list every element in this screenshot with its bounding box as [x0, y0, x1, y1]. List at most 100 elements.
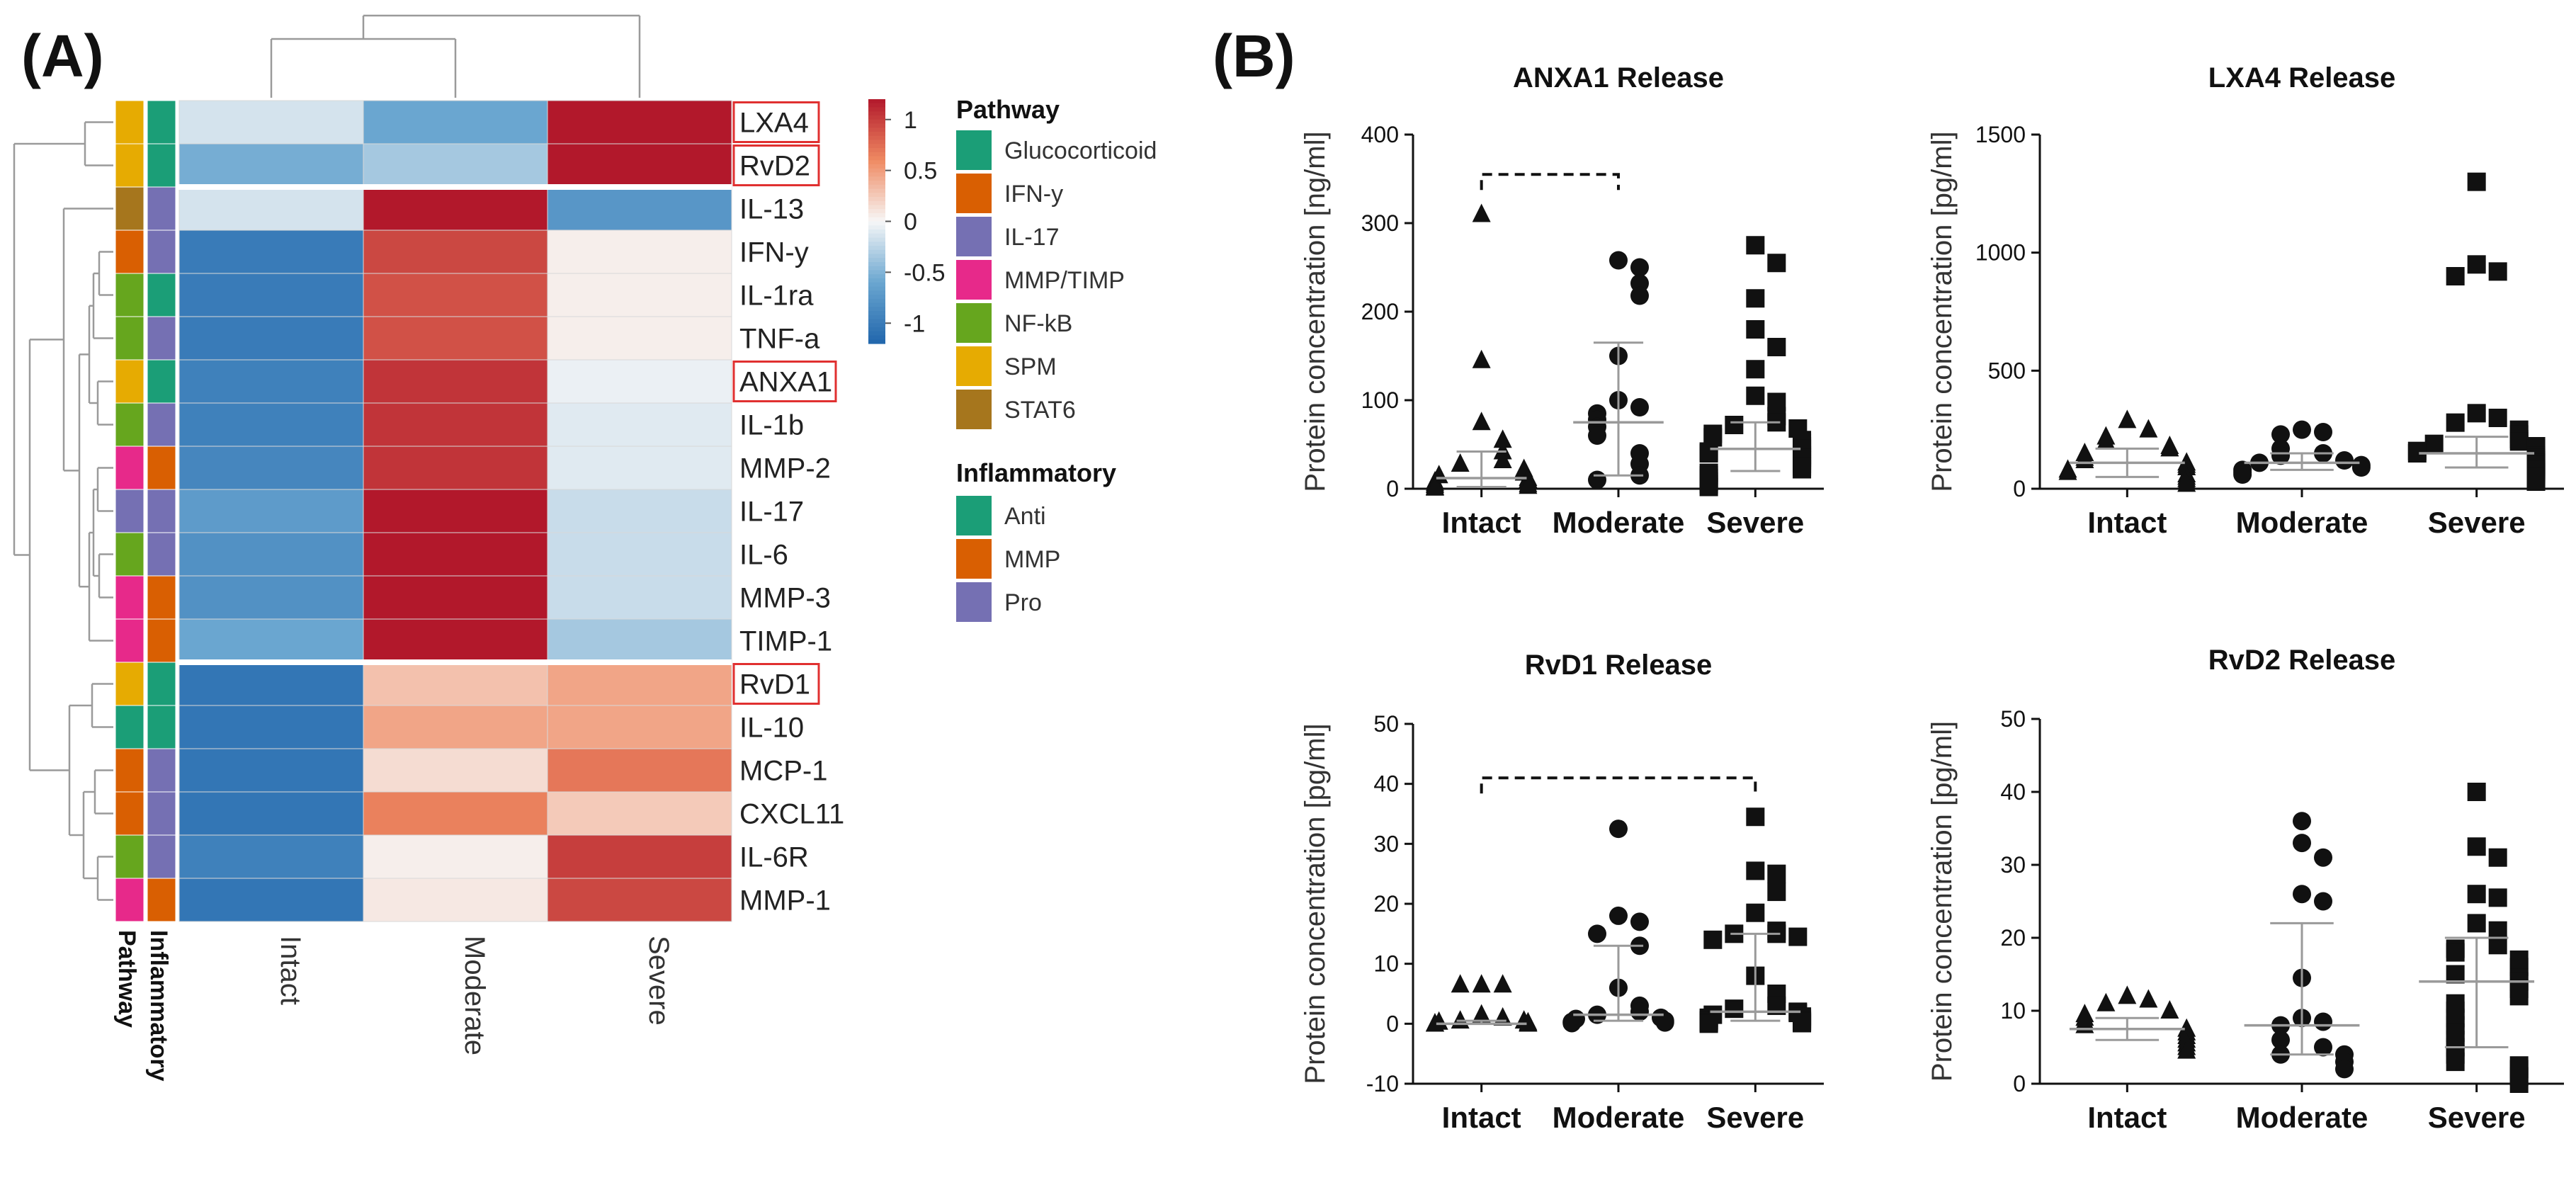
y-tick-label: 0 [1386, 476, 1399, 501]
heatmap-cell-cxcl11-intact [179, 792, 363, 835]
heatmap-cell-rvd1-intact [179, 662, 363, 705]
colorbar-segment [868, 99, 885, 103]
legend-title-pathway: Pathway [956, 95, 1060, 124]
heatmap-cell-lxa4-moderate [363, 101, 547, 144]
heatmap-cell-il-6r-severe [547, 835, 732, 878]
pathway-annotation-il-6 [115, 533, 144, 576]
data-point-moderate [2293, 812, 2311, 830]
x-tick-label-intact: Intact [1442, 506, 1521, 539]
colorbar-segment [868, 315, 885, 319]
heatmap-cell-mmp-2-intact [179, 446, 363, 489]
heatmap: LXA4 RvD2 IL-13 IFN-y IL-1ra TNF-a ANXA1 IL-1b M… [14, 16, 1157, 1082]
data-point-severe [1767, 883, 1786, 901]
data-point-intact [2160, 438, 2179, 456]
colorbar-tick-label: -0.5 [904, 259, 946, 286]
colorbar-segment [868, 185, 885, 189]
x-tick-label-moderate: Moderate [2236, 1101, 2368, 1134]
legend-title-inflammatory: Inflammatory [956, 458, 1116, 487]
heatmap-cell-il-1ra-severe [547, 273, 732, 317]
inflammatory-annotation-il-6r [147, 835, 176, 878]
colorbar-segment [868, 148, 885, 152]
x-tick-label-intact: Intact [2087, 1101, 2167, 1134]
row-label-rvd2: RvD2 [739, 151, 810, 182]
data-point-severe [1788, 928, 1807, 946]
heatmap-cell-mcp-1-severe [547, 749, 732, 792]
y-tick-label: 500 [1988, 358, 2026, 383]
data-point-severe [1700, 1014, 1718, 1033]
data-point-moderate [2233, 465, 2252, 484]
data-point-severe [1725, 999, 1743, 1018]
colorbar-segment [868, 127, 885, 132]
data-point-severe [2468, 255, 2486, 273]
data-point-moderate [2314, 1012, 2332, 1031]
heatmap-cell-rvd2-severe [547, 144, 732, 187]
data-point-severe [1746, 236, 1764, 254]
colorbar-segment [868, 164, 885, 169]
pathway-annotation-il-1ra [115, 273, 144, 317]
legend-swatch-nf-kb [956, 303, 992, 343]
row-label-timp-1: TIMP-1 [739, 626, 832, 657]
colorbar-segment [868, 258, 885, 262]
inflammatory-annotation-il-1b [147, 403, 176, 446]
heatmap-cell-mmp-1-severe [547, 878, 732, 922]
data-point-moderate [2293, 885, 2311, 903]
heatmap-cell-il-6-intact [179, 533, 363, 576]
data-point-moderate [2293, 421, 2311, 439]
heatmap-cell-tnf-a-moderate [363, 317, 547, 360]
heatmap-cell-anxa1-moderate [363, 360, 547, 403]
heatmap-cell-mmp-1-intact [179, 878, 363, 922]
colorbar-segment [868, 242, 885, 246]
data-point-severe [2468, 404, 2486, 422]
legend-label-mmp: MMP [1004, 546, 1060, 573]
colorbar-segment [868, 189, 885, 193]
heatmap-cell-lxa4-severe [547, 101, 732, 144]
data-point-severe [2468, 837, 2486, 856]
inflammatory-annotation-il-1ra [147, 273, 176, 317]
inflammatory-annotation-rvd1 [147, 662, 176, 705]
legend-swatch-mmp-timp [956, 260, 992, 300]
colorbar-tick-label: 0.5 [904, 158, 937, 185]
inflammatory-annotation-il-17 [147, 489, 176, 533]
heatmap-cell-il-13-moderate [363, 187, 547, 230]
colorbar-segment [868, 287, 885, 291]
colorbar-segment [868, 103, 885, 108]
heatmap-cell-il-10-severe [547, 705, 732, 749]
row-labels: LXA4RvD2IL-13IFN-yIL-1raTNF-aANXA1IL-1bM… [734, 103, 844, 917]
data-point-severe [2489, 888, 2507, 907]
row-label-rvd1: RvD1 [739, 669, 810, 701]
data-point-intact [1451, 1010, 1470, 1028]
colorbar-segment [868, 176, 885, 181]
data-point-severe [1746, 807, 1764, 826]
legend-swatch-il-17 [956, 217, 992, 256]
inflammatory-annotation-mmp-3 [147, 576, 176, 619]
data-point-severe [1746, 904, 1764, 922]
column-label-intact: Intact [275, 936, 306, 1005]
y-tick-label: 30 [1373, 831, 1399, 856]
data-point-moderate [2335, 1060, 2354, 1078]
row-label-il-17: IL-17 [739, 497, 804, 528]
heatmap-cell-il-13-intact [179, 187, 363, 230]
heatmap-cell-mmp-3-moderate [363, 576, 547, 619]
pathway-annotation-mcp-1 [115, 749, 144, 792]
inflammatory-annotation-mmp-1 [147, 878, 176, 922]
heatmap-cell-mcp-1-moderate [363, 749, 547, 792]
y-tick-label: 0 [2013, 476, 2026, 501]
data-point-severe [2468, 173, 2486, 191]
heatmap-cell-rvd1-moderate [363, 662, 547, 705]
data-point-intact [1494, 974, 1512, 992]
data-point-severe [1793, 460, 1811, 479]
legend-swatch-stat6 [956, 390, 992, 429]
data-point-intact [1473, 412, 1491, 430]
colorbar-segment [868, 250, 885, 254]
legend-label-ifn-y: IFN-y [1004, 181, 1063, 208]
data-point-intact [1473, 974, 1491, 992]
pathway-annotation-cxcl11 [115, 792, 144, 835]
data-point-moderate [1588, 924, 1606, 943]
colorbar-segment [868, 234, 885, 238]
pathway-annotation-ifn-y [115, 230, 144, 273]
annotation-label-inflammatory: Inflammatory [145, 930, 172, 1082]
pathway-annotation-mmp-3 [115, 576, 144, 619]
y-tick-label: 50 [2000, 706, 2026, 732]
data-point-severe [1700, 478, 1718, 497]
data-point-severe [2510, 987, 2529, 1005]
